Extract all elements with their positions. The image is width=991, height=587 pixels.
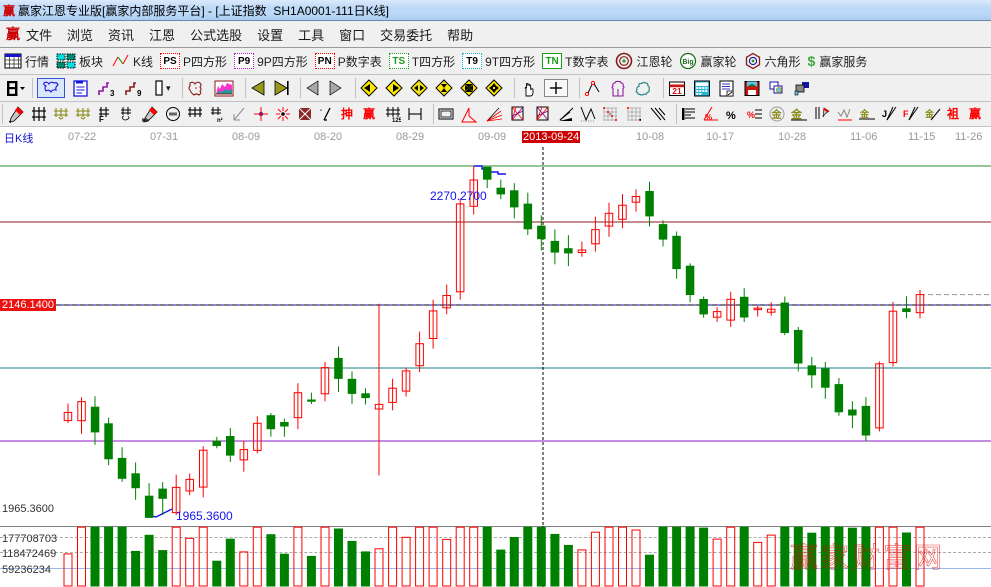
svg-text:F: F (903, 109, 909, 119)
svg-text:125: 125 (392, 118, 401, 122)
svg-text:21: 21 (672, 86, 682, 96)
svg-text:金: 金 (771, 108, 783, 121)
svg-text:F: F (99, 115, 104, 122)
svg-text:Big: Big (683, 59, 694, 66)
svg-text:金: 金 (859, 108, 870, 119)
svg-text:'': '' (320, 110, 322, 116)
svg-text:%: % (747, 110, 755, 120)
svg-text:金: 金 (791, 107, 803, 121)
svg-text:%: % (726, 110, 736, 122)
svg-text:J: J (882, 109, 887, 119)
svg-text:赢: 赢 (363, 106, 375, 121)
svg-text:3: 3 (110, 89, 115, 97)
svg-text:n²: n² (217, 117, 223, 122)
svg-text:抻: 抻 (341, 106, 353, 121)
svg-text:%: % (705, 113, 712, 122)
svg-text:赢: 赢 (969, 106, 981, 121)
svg-text:9: 9 (137, 89, 142, 97)
svg-text:袓: 袓 (947, 106, 959, 121)
